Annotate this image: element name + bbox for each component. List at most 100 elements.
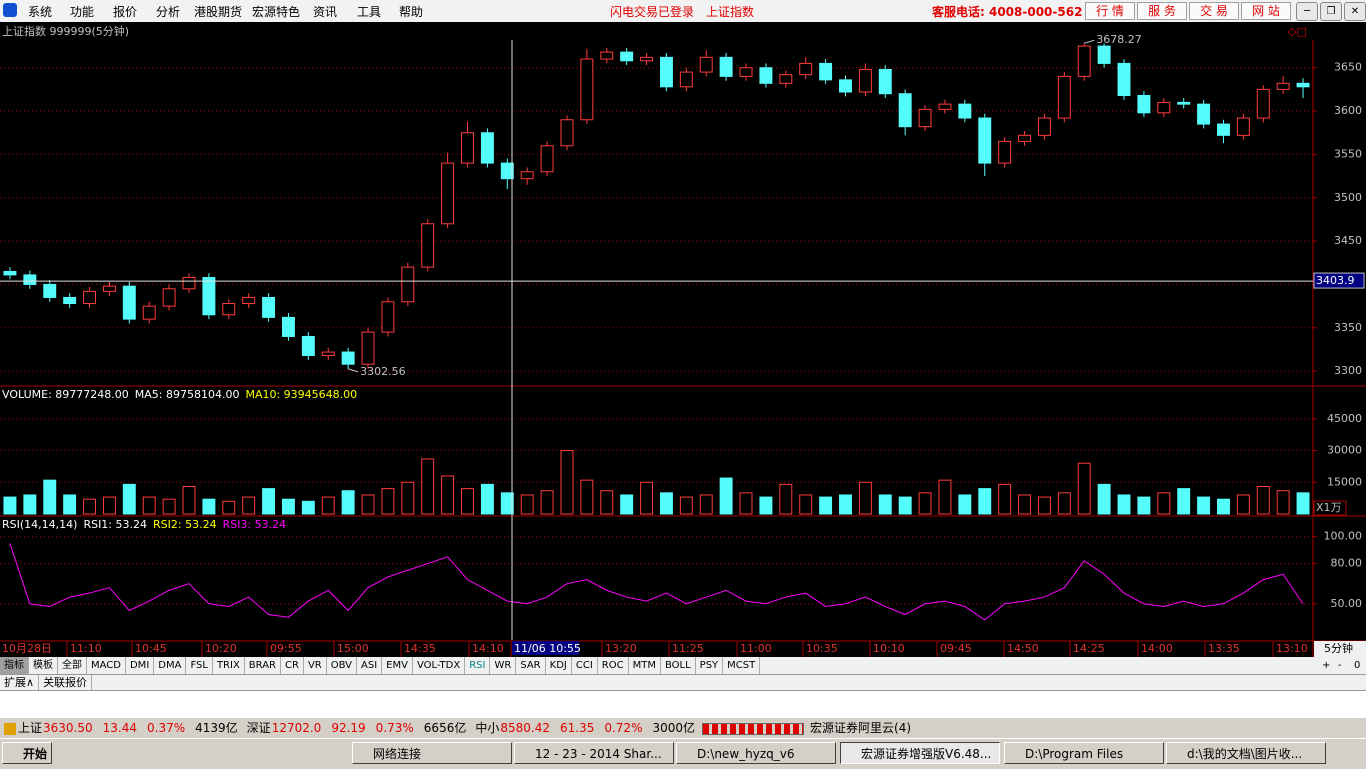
indicator-tab[interactable]: CR	[281, 657, 304, 674]
indicator-tab[interactable]: KDJ	[546, 657, 572, 674]
candle-body	[480, 132, 494, 164]
menu-item[interactable]: 功能	[70, 5, 95, 19]
indicator-tab[interactable]: DMI	[126, 657, 155, 674]
candle-body	[43, 283, 57, 298]
y-tick-label: 30000	[1327, 444, 1362, 457]
menu-item[interactable]: 工具	[357, 5, 382, 19]
volume-unit: X1万	[1316, 501, 1342, 514]
task-button[interactable]: d:\我的文档\图片收...	[1166, 742, 1326, 764]
indicator-tab[interactable]: WR	[490, 657, 517, 674]
indicator-tab[interactable]: BOLL	[661, 657, 696, 674]
menu-button[interactable]: 行 情	[1085, 2, 1135, 20]
time-label: 10:10	[873, 642, 905, 655]
indicator-tab[interactable]: MACD	[87, 657, 126, 674]
sub-tab[interactable]: 关联报价	[39, 675, 93, 690]
indicator-tab[interactable]: VR	[304, 657, 327, 674]
chart-area: 上证指数 999999(5分钟)◇□3300335034003450350035…	[0, 22, 1366, 657]
time-label: 11:10	[70, 642, 102, 655]
volume-bar	[520, 494, 534, 515]
sub-tab[interactable]: 扩展∧	[0, 675, 40, 690]
time-label: 14:10	[472, 642, 504, 655]
indicator-tab[interactable]: OBV	[327, 657, 357, 674]
status-item: 上证	[18, 721, 43, 735]
indicator-tab[interactable]: EMV	[382, 657, 413, 674]
volume-bar	[1157, 492, 1171, 515]
start-button[interactable]: 开始	[2, 742, 52, 764]
candle-body	[23, 274, 37, 285]
menu-item[interactable]: 报价	[113, 5, 138, 19]
menu-button[interactable]: 交 易	[1189, 2, 1239, 20]
volume-bar	[262, 488, 276, 515]
candle-body	[63, 296, 77, 305]
menu-item[interactable]: 系统	[28, 5, 53, 19]
candle-body	[361, 331, 375, 365]
candle-body	[1137, 94, 1151, 114]
tab-control[interactable]: 0	[1354, 660, 1361, 671]
status-item: 4139亿	[195, 721, 238, 735]
indicator-tab[interactable]: MTM	[629, 657, 661, 674]
candle-body	[779, 74, 793, 84]
extreme-pointer	[348, 368, 359, 373]
indicator-tab[interactable]: PSY	[696, 657, 724, 674]
indicator-tab[interactable]: BRAR	[245, 657, 281, 674]
volume-bar	[281, 498, 295, 515]
indicator-tab[interactable]: ASI	[357, 657, 383, 674]
indicator-tab[interactable]: RSI	[465, 657, 491, 674]
time-label: 14:50	[1007, 642, 1039, 655]
tab-control[interactable]: -	[1338, 660, 1342, 671]
task-button[interactable]: D:\new_hyzq_v6	[676, 742, 836, 764]
candle-body	[461, 132, 474, 164]
candle-body	[102, 285, 116, 292]
candle-body	[799, 62, 813, 76]
candle-body	[898, 93, 912, 128]
indicator-tab[interactable]: TRIX	[213, 657, 245, 674]
menu-button[interactable]: 网 站	[1241, 2, 1291, 20]
indicator-tab[interactable]: 模板	[29, 657, 58, 674]
volume-bar	[441, 475, 455, 515]
candle-body	[182, 277, 196, 290]
indicator-tab[interactable]: FSL	[186, 657, 213, 674]
indicator-tab[interactable]: DMA	[154, 657, 187, 674]
window-control[interactable]: ─	[1296, 2, 1318, 21]
extreme-label: 3302.56	[360, 365, 406, 378]
menu-item[interactable]: 港股期货	[194, 5, 243, 19]
menu-item[interactable]: 宏源特色	[252, 5, 301, 19]
time-label: 11:00	[740, 642, 772, 655]
volume-bar	[1197, 496, 1211, 515]
volume-bar	[1037, 496, 1051, 515]
y-tick-label: 3300	[1334, 364, 1362, 377]
task-button[interactable]: 12 - 23 - 2014 Shar...	[514, 742, 674, 764]
volume-bar	[839, 494, 852, 515]
indicator-tab[interactable]: CCI	[572, 657, 598, 674]
volume-bar	[779, 483, 793, 515]
window-control[interactable]: ❐	[1320, 2, 1342, 21]
indicator-tab[interactable]: VOL-TDX	[413, 657, 466, 674]
task-button[interactable]: D:\Program Files	[1004, 742, 1164, 764]
candle-body	[1077, 45, 1091, 77]
menu-item[interactable]: 资讯	[313, 5, 338, 19]
volume-bar	[679, 496, 693, 515]
volume-bar	[1018, 494, 1032, 515]
time-label: 11/06 10:55	[514, 642, 581, 655]
candle-body	[262, 296, 276, 318]
menu-button[interactable]: 服 务	[1137, 2, 1187, 20]
volume-bar	[1276, 490, 1290, 515]
candle-body	[381, 301, 395, 333]
indicator-tab[interactable]: ROC	[598, 657, 629, 674]
candle-body	[938, 103, 952, 110]
indicator-tab[interactable]: 全部	[58, 657, 87, 674]
window-control[interactable]: ✕	[1344, 2, 1366, 21]
hotline: 客服电话: 4008-000-562	[932, 5, 1083, 19]
menu-item[interactable]: 分析	[156, 5, 181, 19]
volume-bar	[202, 498, 216, 515]
task-button[interactable]: 网络连接	[352, 742, 512, 764]
candle-body	[600, 51, 614, 60]
task-button[interactable]: 宏源证券增强版V6.48...	[840, 742, 1000, 764]
indicator-tab[interactable]: 指标	[0, 657, 29, 674]
volume-bar	[640, 481, 654, 515]
indicator-tab[interactable]: MCST	[723, 657, 761, 674]
menu-item[interactable]: 帮助	[399, 5, 424, 19]
y-tick-label: 3450	[1334, 234, 1362, 247]
tab-control[interactable]: +	[1322, 660, 1331, 671]
indicator-tab[interactable]: SAR	[516, 657, 546, 674]
